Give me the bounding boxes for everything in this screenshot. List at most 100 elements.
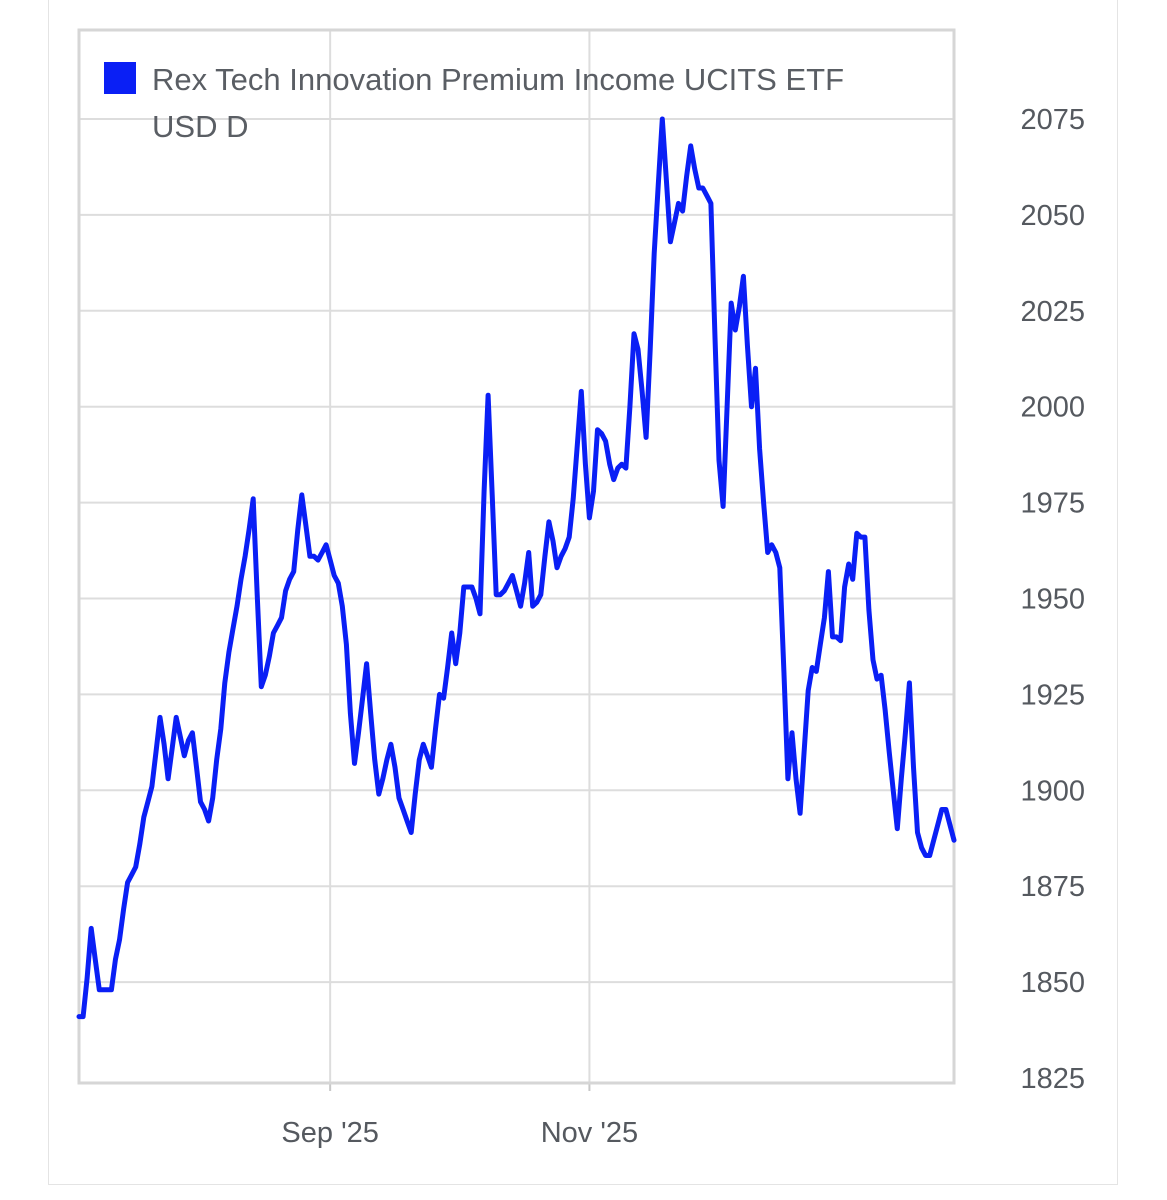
data-point [410,831,413,834]
data-point [827,570,830,573]
data-point [632,332,636,335]
y-tick-label: 2025 [1020,296,1085,328]
data-point [754,367,757,370]
data-point [462,585,465,589]
data-point [896,827,899,830]
data-point [284,589,287,592]
data-point [426,754,429,757]
data-point [312,555,316,558]
data-point [90,927,93,930]
data-point [345,643,348,646]
data-point [515,589,518,592]
data-point [551,539,555,543]
y-tick-label: 2075 [1020,104,1085,136]
data-point [798,812,802,815]
data-point [146,800,150,803]
data-point [377,792,380,796]
data-point [774,551,777,554]
data-point [458,631,461,635]
data-point [296,528,299,531]
data-point [118,938,121,942]
data-point [393,766,397,769]
data-point [507,582,510,585]
data-point [183,754,186,757]
data-point [252,497,255,500]
data-point [669,240,672,243]
data-point [628,405,632,408]
data-point [288,578,291,581]
data-point [924,854,927,857]
data-point [414,792,417,796]
data-point [316,558,320,562]
data-point [531,605,534,608]
data-point [110,988,113,991]
data-point [588,516,591,520]
data-point [584,463,587,466]
data-point [434,727,437,731]
data-point [495,593,498,596]
data-point [604,440,607,443]
data-point [203,808,206,811]
data-point [576,443,579,447]
data-point [535,601,538,604]
data-point [592,489,595,493]
data-point [438,693,441,696]
data-point [936,823,939,826]
data-point [150,785,154,788]
data-point [855,532,858,535]
data-point [778,566,781,569]
y-tick-label: 1950 [1020,584,1085,616]
data-point [904,731,907,734]
data-point [762,501,765,504]
data-point [353,762,356,765]
data-point [871,658,875,662]
data-point [916,831,919,834]
data-point [231,628,235,631]
data-point [154,750,158,754]
data-point [701,186,704,190]
data-point [422,743,425,746]
data-point [519,605,522,608]
data-point [114,957,117,961]
data-point [175,716,178,719]
data-point [835,635,838,639]
data-point [709,202,713,205]
data-point [446,666,449,669]
data-point [373,758,376,761]
data-point [527,551,530,554]
data-point [851,578,854,581]
data-point [665,179,668,182]
data-point [932,839,935,842]
data-point [875,677,879,681]
data-point [807,689,810,692]
x-tick-label: Sep '25 [281,1117,378,1149]
data-point [750,405,753,408]
data-point [673,221,676,224]
data-point [823,616,826,619]
data-point [697,186,700,190]
data-point [543,555,547,558]
data-point [713,336,717,339]
data-point [819,643,822,646]
data-point [418,758,421,761]
data-point [847,562,850,566]
data-point [721,505,725,508]
data-point [620,463,623,466]
data-point [256,593,259,596]
data-point [717,459,721,462]
data-point [908,681,911,685]
data-point [863,535,867,539]
data-point [369,712,372,715]
data-point [843,585,846,589]
data-point [547,520,551,523]
data-point [693,167,696,171]
data-point [223,681,226,685]
data-point [867,608,871,612]
data-point [640,390,644,393]
data-point [227,651,231,654]
legend-label-continuation: USD D [152,109,248,144]
data-point [661,117,664,121]
data-point [681,209,684,213]
data-point [308,555,312,558]
data-point [450,631,453,635]
